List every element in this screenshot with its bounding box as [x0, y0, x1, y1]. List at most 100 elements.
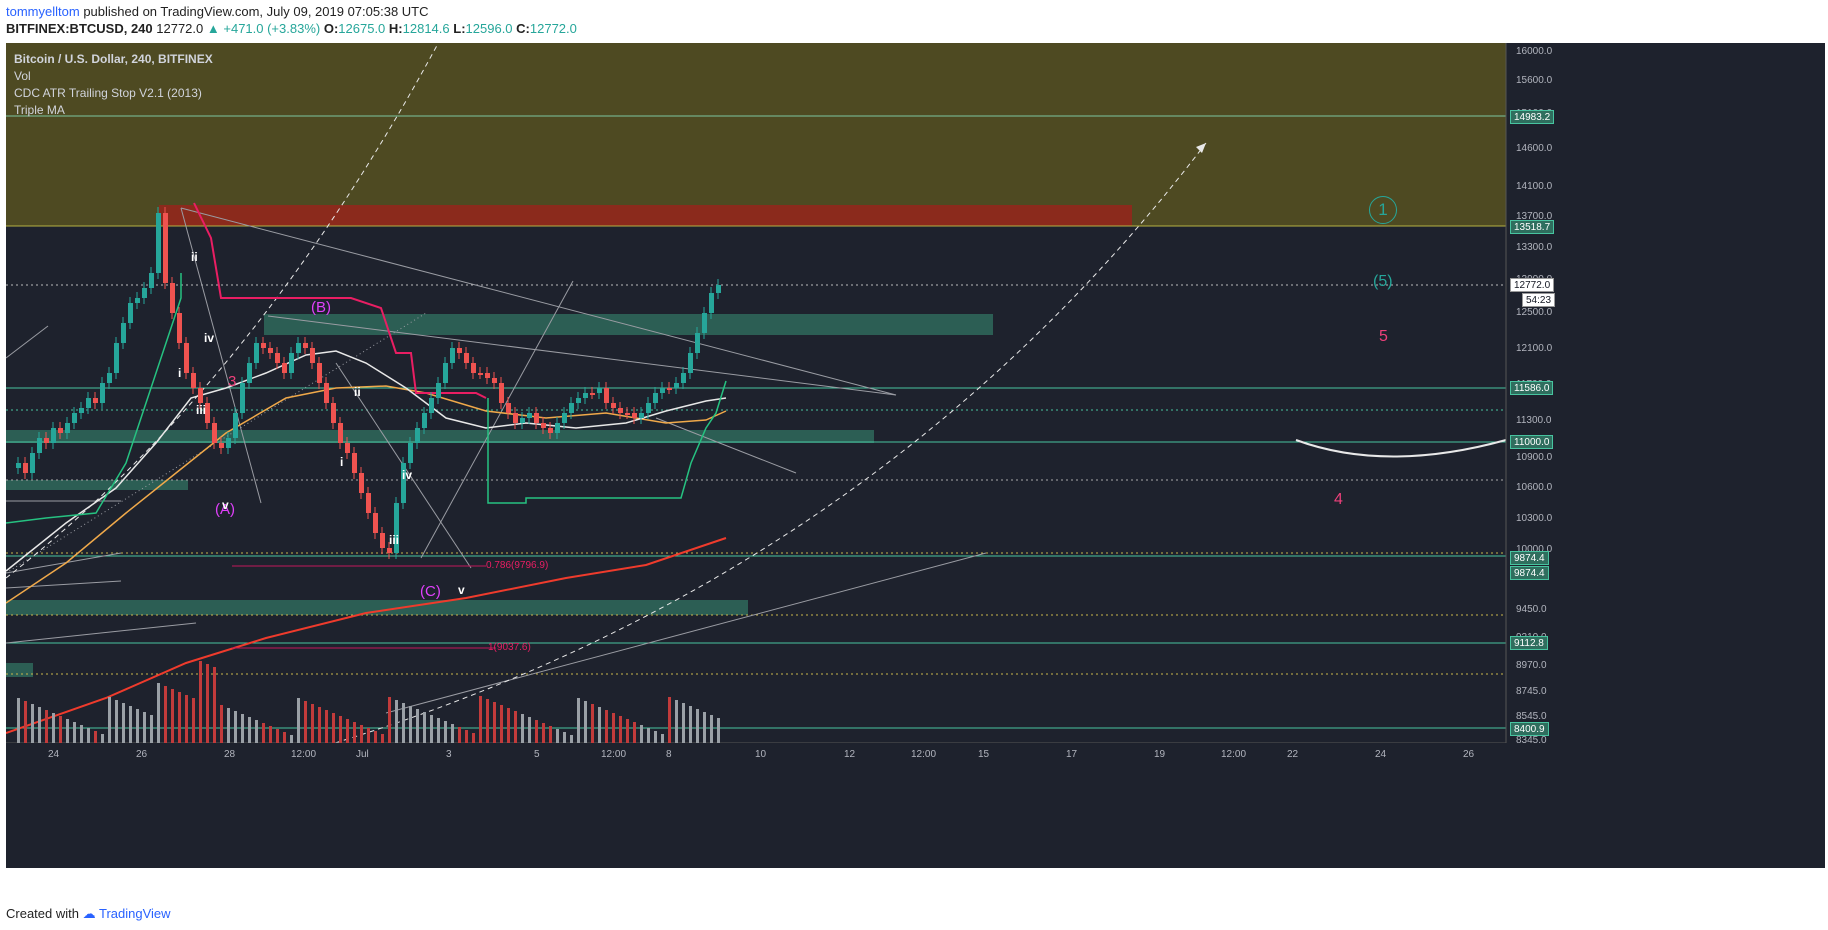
legend-indicator-vol[interactable]: Vol — [14, 69, 31, 83]
resistance-zone-olive — [6, 43, 1506, 226]
volume-bar — [675, 700, 678, 743]
candle-body — [72, 413, 77, 423]
volume-bar — [332, 713, 335, 743]
volume-bar — [94, 731, 97, 743]
volume-bar — [570, 735, 573, 743]
candle-body — [128, 303, 133, 323]
candle-body — [107, 373, 112, 383]
volume-bar — [514, 711, 517, 743]
volume-bar — [164, 686, 167, 743]
candle-body — [548, 428, 553, 433]
price-tick: 8970.0 — [1516, 660, 1547, 671]
symbol-label: BITFINEX:BTCUSD, 240 — [6, 21, 153, 36]
candle-body — [233, 413, 238, 438]
time-tick: 24 — [48, 749, 60, 760]
volume-bar — [241, 714, 244, 743]
candle-body — [331, 403, 336, 423]
candle-body — [520, 418, 525, 423]
volume-bar — [108, 697, 111, 743]
wave-label-ii-2: ii — [354, 385, 361, 399]
price-tick: 10600.0 — [1516, 482, 1553, 493]
candle-body — [639, 413, 644, 418]
volume-bar — [297, 698, 300, 743]
candle-body — [282, 363, 287, 373]
time-axis[interactable]: 24 26 28 12:00 Jul 3 5 12:00 8 10 12 12:00 15 17 19 12:… — [6, 743, 1506, 768]
candle-body — [625, 413, 630, 415]
volume-bar — [178, 692, 181, 743]
candle-body — [597, 388, 602, 393]
volume-bar — [668, 697, 671, 743]
candle-body — [324, 383, 329, 403]
candle-body — [373, 513, 378, 533]
candle-body — [310, 348, 315, 363]
wave-label-A: (A) — [215, 501, 235, 518]
candle-body — [716, 285, 721, 293]
author-link[interactable]: tommyelltom — [6, 4, 80, 19]
volume-bar — [290, 735, 293, 743]
supply-zone-red — [159, 205, 1132, 226]
candle-body — [86, 398, 91, 408]
volume-bar — [255, 720, 258, 743]
demand-zone-3 — [6, 480, 188, 490]
candle-body — [205, 403, 210, 423]
candle-body — [653, 393, 658, 403]
candle-body — [702, 313, 707, 333]
candle-body — [296, 343, 301, 353]
legend-indicator-atr[interactable]: CDC ATR Trailing Stop V2.1 (2013) — [14, 86, 202, 100]
price-badge: 9112.8 — [1510, 636, 1548, 650]
time-tick: 22 — [1287, 749, 1299, 760]
volume-bar — [185, 695, 188, 743]
wave-label-5-paren: (5) — [1373, 273, 1393, 290]
candle-body — [58, 428, 63, 433]
atr-stop-green-2 — [487, 380, 727, 504]
tradingview-brand[interactable]: TradingView — [99, 906, 171, 921]
candle-body — [149, 273, 154, 288]
chart-pane[interactable]: Bitcoin / U.S. Dollar, 240, BITFINEX Vol… — [6, 43, 1825, 868]
volume-bar — [535, 720, 538, 743]
price-tick: 11300.0 — [1516, 415, 1552, 426]
candle-body — [408, 443, 413, 463]
fib-label-0786: 0.786(9796.9) — [486, 560, 549, 571]
volume-bar — [346, 719, 349, 743]
candle-body — [135, 298, 140, 303]
volume-bar — [101, 734, 104, 743]
volume-bar — [122, 703, 125, 743]
volume-series — [17, 661, 720, 743]
volume-bar — [129, 706, 132, 743]
trendline-mid — [267, 315, 897, 396]
volume-bar — [437, 718, 440, 743]
publish-info: tommyelltom published on TradingView.com… — [6, 4, 429, 19]
candle-body — [415, 428, 420, 443]
price-axis[interactable]: 16000.015600.015100.014600.014100.013700… — [1506, 43, 1566, 746]
volume-bar — [262, 723, 265, 743]
wave-label-v-1: v — [222, 498, 229, 512]
candle-body — [51, 428, 56, 443]
candle-body — [121, 323, 126, 343]
price-badge: 8400.9 — [1510, 722, 1549, 736]
volume-bar — [318, 707, 321, 743]
candle-body — [534, 413, 539, 423]
candle-body — [268, 348, 273, 353]
chart-canvas[interactable] — [6, 43, 1825, 868]
volume-bar — [402, 703, 405, 743]
candle-body — [100, 383, 105, 403]
wave-label-5: 5 — [1379, 328, 1388, 345]
candle-body — [352, 453, 357, 473]
close-value: 12772.0 — [529, 21, 577, 36]
volume-bar — [24, 701, 27, 743]
trendline-rising-c — [385, 552, 987, 714]
wave-label-4: 4 — [1334, 491, 1343, 508]
wave-label-v-2: v — [458, 583, 465, 597]
legend-indicator-triple-ma[interactable]: Triple MA — [14, 103, 65, 117]
ma-long-red — [6, 537, 727, 734]
tradingview-logo[interactable]: ☁ TradingView — [82, 906, 171, 921]
wave-label-i-2: i — [340, 455, 344, 469]
wave-label-3: 3 — [228, 373, 237, 390]
trendline-lower-fan — [655, 417, 797, 474]
candle-body — [289, 353, 294, 373]
volume-bar — [661, 734, 664, 743]
volume-bar — [430, 715, 433, 743]
trendline-rising-b — [6, 622, 197, 644]
price-tick: 14100.0 — [1516, 181, 1553, 192]
candle-body — [513, 413, 518, 423]
